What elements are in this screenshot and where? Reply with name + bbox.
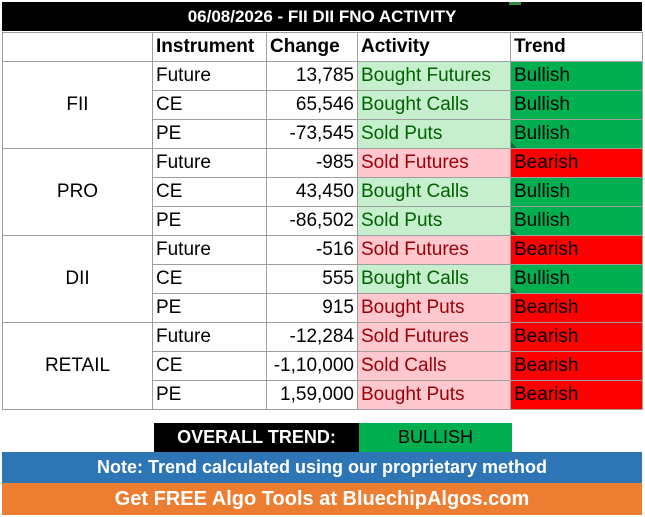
instrument-cell[interactable]: CE: [152, 264, 267, 294]
cell-comment-marker: [511, 142, 517, 148]
header-activity[interactable]: Activity: [357, 32, 511, 62]
instrument-cell[interactable]: Future: [152, 235, 267, 265]
instrument-cell[interactable]: PE: [152, 119, 267, 149]
instrument-cell[interactable]: CE: [152, 351, 267, 381]
participant-group-cell[interactable]: DII: [2, 235, 153, 323]
trend-label: Bullish: [514, 210, 570, 231]
participant-group-cell[interactable]: FII: [2, 61, 153, 149]
trend-cell[interactable]: Bearish: [510, 148, 643, 178]
change-cell[interactable]: 555: [266, 264, 358, 294]
change-cell[interactable]: -985: [266, 148, 358, 178]
instrument-cell[interactable]: Future: [152, 61, 267, 91]
activity-cell[interactable]: Bought Calls: [357, 177, 511, 207]
activity-cell[interactable]: Sold Puts: [357, 119, 511, 149]
trend-label: Bullish: [514, 123, 570, 144]
report-title: 06/08/2026 - FII DII FNO ACTIVITY: [2, 2, 642, 31]
overall-trend-row: OVERALL TREND: BULLISH: [2, 423, 642, 452]
table-row: PE 915 Bought Puts Bearish: [3, 293, 643, 323]
change-cell[interactable]: -1,10,000: [266, 351, 358, 381]
trend-cell[interactable]: Bearish: [510, 322, 643, 352]
header-change[interactable]: Change: [266, 32, 358, 62]
table-row: PE -73,545 Sold Puts Bullish: [3, 119, 643, 149]
overall-trend-label[interactable]: OVERALL TREND:: [154, 423, 359, 452]
instrument-cell[interactable]: PE: [152, 293, 267, 323]
trend-cell[interactable]: Bullish: [510, 61, 643, 91]
title-accent-mark: [509, 2, 521, 5]
trend-cell[interactable]: Bearish: [510, 380, 643, 410]
change-cell[interactable]: 65,546: [266, 90, 358, 120]
trend-cell[interactable]: Bullish: [510, 177, 643, 207]
activity-table: Instrument Change Activity Trend FII Futu…: [2, 32, 643, 410]
trend-label: Bullish: [514, 268, 570, 289]
header-instrument[interactable]: Instrument: [152, 32, 267, 62]
change-cell[interactable]: -516: [266, 235, 358, 265]
instrument-cell[interactable]: CE: [152, 90, 267, 120]
change-cell[interactable]: 43,450: [266, 177, 358, 207]
table-row: DII Future -516 Sold Futures Bearish: [2, 235, 643, 323]
cell-comment-marker: [511, 287, 517, 293]
table-row: RETAIL Future -12,284 Sold Futures Bearish: [2, 322, 643, 410]
table-row: CE 555 Bought Calls Bullish: [3, 264, 643, 294]
trend-cell[interactable]: Bearish: [510, 351, 643, 381]
trend-cell[interactable]: Bullish: [510, 264, 643, 294]
activity-cell[interactable]: Bought Futures: [357, 61, 511, 91]
table-row: PE -86,502 Sold Puts Bullish: [3, 206, 643, 236]
instrument-cell[interactable]: Future: [152, 322, 267, 352]
report-title-text: 06/08/2026 - FII DII FNO ACTIVITY: [187, 7, 457, 26]
trend-cell[interactable]: Bullish: [510, 206, 643, 236]
table-row: CE 65,546 Bought Calls Bullish: [3, 90, 643, 120]
activity-cell[interactable]: Bought Puts: [357, 380, 511, 410]
activity-cell[interactable]: Sold Puts: [357, 206, 511, 236]
change-cell[interactable]: 13,785: [266, 61, 358, 91]
activity-cell[interactable]: Sold Futures: [357, 322, 511, 352]
trend-cell[interactable]: Bullish: [510, 90, 643, 120]
header-blank-cell[interactable]: [2, 32, 153, 62]
instrument-cell[interactable]: PE: [152, 206, 267, 236]
table-row: PRO Future -985 Sold Futures Bearish: [2, 148, 643, 236]
activity-cell[interactable]: Bought Calls: [357, 264, 511, 294]
activity-cell[interactable]: Sold Futures: [357, 148, 511, 178]
instrument-cell[interactable]: PE: [152, 380, 267, 410]
participant-group-cell[interactable]: PRO: [2, 148, 153, 236]
table-row: FII Future 13,785 Bought Futures Bullish: [2, 61, 643, 149]
activity-cell[interactable]: Sold Futures: [357, 235, 511, 265]
header-row: Instrument Change Activity Trend: [2, 32, 643, 62]
trend-cell[interactable]: Bullish: [510, 119, 643, 149]
trend-cell[interactable]: Bearish: [510, 293, 643, 323]
instrument-cell[interactable]: Future: [152, 148, 267, 178]
table-row: CE -1,10,000 Sold Calls Bearish: [3, 351, 643, 381]
change-cell[interactable]: 1,59,000: [266, 380, 358, 410]
change-cell[interactable]: -86,502: [266, 206, 358, 236]
cell-comment-marker: [511, 229, 517, 235]
participant-group-cell[interactable]: RETAIL: [2, 322, 153, 410]
change-cell[interactable]: -12,284: [266, 322, 358, 352]
method-note: Note: Trend calculated using our proprie…: [2, 452, 642, 483]
overall-trend-value[interactable]: BULLISH: [359, 423, 512, 452]
change-cell[interactable]: -73,545: [266, 119, 358, 149]
promo-banner[interactable]: Get FREE Algo Tools at BluechipAlgos.com: [2, 483, 642, 515]
instrument-cell[interactable]: CE: [152, 177, 267, 207]
header-trend[interactable]: Trend: [510, 32, 643, 62]
activity-cell[interactable]: Sold Calls: [357, 351, 511, 381]
activity-cell[interactable]: Bought Puts: [357, 293, 511, 323]
table-row: PE 1,59,000 Bought Puts Bearish: [3, 380, 643, 410]
activity-cell[interactable]: Bought Calls: [357, 90, 511, 120]
table-row: CE 43,450 Bought Calls Bullish: [3, 177, 643, 207]
trend-cell[interactable]: Bearish: [510, 235, 643, 265]
change-cell[interactable]: 915: [266, 293, 358, 323]
